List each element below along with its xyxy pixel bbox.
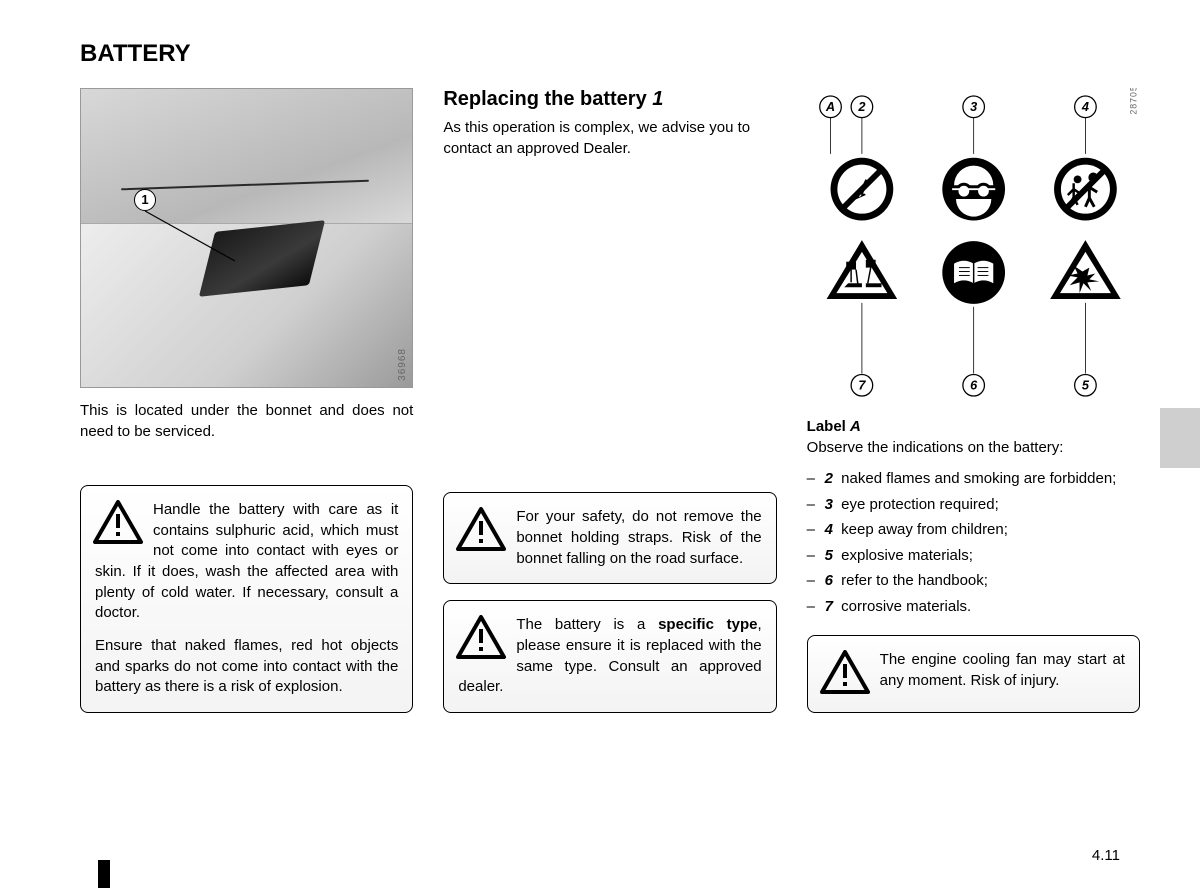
warning-sulphuric-acid: Handle the battery with care as it conta… [80,485,413,713]
gray-side-tab [1160,408,1200,468]
label-list-item: –5 explosive materials; [807,543,1140,569]
warning-icon [820,650,870,694]
mark-6: 6 [970,378,978,393]
label-list-item: –2 naked flames and smoking are forbidde… [807,466,1140,492]
mark-2: 2 [857,99,865,114]
warning-cooling-fan: The engine cooling fan may start at any … [807,635,1140,713]
label-list-item: –4 keep away from children; [807,517,1140,543]
handbook-icon [942,241,1005,304]
label-a-title: Label A [807,418,1140,435]
warning-specific-type: The battery is a specific type, please e… [443,600,776,713]
keep-away-children-icon [1054,158,1117,221]
column-1: 1 36968 This is located under the bonnet… [80,88,413,713]
subheading-num: 1 [652,88,663,110]
figure-caption: This is located under the bonnet and doe… [80,400,413,442]
label-observe: Observe the indications on the battery: [807,439,1140,456]
label-list-item: –7 corrosive materials. [807,594,1140,620]
corrosive-icon [826,240,897,299]
figure-code: 36968 [397,348,408,381]
mark-5: 5 [1082,378,1090,393]
subheading-replacing: Replacing the battery 1 [443,88,776,111]
page-title: BATTERY [80,40,1140,68]
column-3: 28705 A 2 3 4 [807,88,1140,713]
callout-badge-1: 1 [134,189,156,211]
warning-icon [456,507,506,551]
black-tab-marker [98,860,110,888]
warning-icon [93,500,143,544]
warning-text-2: Ensure that naked flames, red hot object… [95,636,398,698]
mark-3: 3 [970,99,977,114]
battery-location-figure: 1 36968 [80,88,413,388]
mark-4: 4 [1081,99,1089,114]
label-list-item: –6 refer to the handbook; [807,568,1140,594]
warning-bonnet-straps: For your safety, do not remove the bonne… [443,492,776,584]
label-list-item: –3 eye protection required; [807,492,1140,518]
page-number: 4.11 [1092,847,1120,864]
replacing-intro: As this operation is complex, we advise … [443,117,776,159]
figure-code-2: 28705 [1128,88,1138,115]
warning-icon [456,615,506,659]
mark-A: A [825,99,835,114]
eye-protection-icon [942,158,1005,221]
battery-label-diagram: 28705 A 2 3 4 [807,88,1140,408]
subheading-text: Replacing the battery [443,88,652,110]
column-2: Replacing the battery 1 As this operatio… [443,88,776,713]
content-columns: 1 36968 This is located under the bonnet… [80,88,1140,713]
no-flames-icon [830,158,893,221]
explosive-icon [1050,240,1121,299]
label-item-list: –2 naked flames and smoking are forbidde… [807,466,1140,619]
mark-7: 7 [858,378,866,393]
